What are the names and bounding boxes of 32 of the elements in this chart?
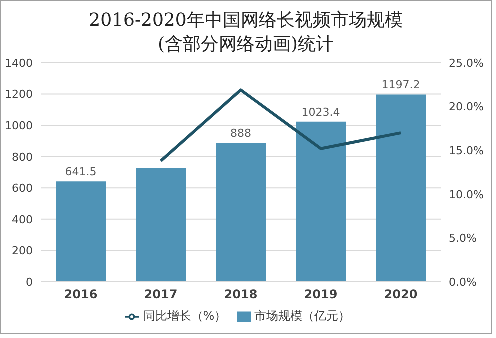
y-tick-label: 1200 bbox=[5, 88, 33, 102]
chart-title: 2016-2020年中国网络长视频市场规模 (含部分网络动画)统计 bbox=[88, 9, 404, 57]
y2-tick-label: 5.0% bbox=[449, 232, 477, 246]
y-tick-label: 0 bbox=[26, 276, 33, 289]
x-tick-label: 2020 bbox=[384, 288, 418, 302]
x-tick-label: 2017 bbox=[144, 288, 178, 302]
y-tick-label: 400 bbox=[12, 213, 33, 226]
data-label: 888 bbox=[230, 127, 252, 140]
data-label: 1023.4 bbox=[302, 106, 340, 119]
line-series bbox=[160, 88, 402, 163]
y-tick-label: 1400 bbox=[5, 56, 33, 70]
y-tick-label: 800 bbox=[12, 150, 33, 164]
y2-tick-label: 20.0% bbox=[449, 100, 484, 114]
x-tick-label: 2019 bbox=[304, 288, 338, 302]
legend-label: 同比增长（%） bbox=[143, 309, 227, 323]
legend-label: 市场规模（亿元） bbox=[254, 309, 351, 323]
bar bbox=[376, 94, 426, 282]
x-tick-label: 2018 bbox=[224, 288, 258, 302]
bar bbox=[216, 143, 266, 282]
bar bbox=[136, 168, 186, 282]
y-tick-label: 200 bbox=[12, 244, 33, 258]
y2-tick-label: 25.0% bbox=[449, 56, 484, 70]
y-tick-label: 1000 bbox=[5, 119, 33, 132]
data-label: 641.5 bbox=[65, 166, 97, 179]
y2-tick-label: 0.0% bbox=[449, 276, 477, 289]
y-tick-label: 600 bbox=[12, 182, 33, 196]
x-tick-label: 2016 bbox=[64, 288, 98, 302]
bar bbox=[296, 122, 346, 282]
y2-tick-label: 10.0% bbox=[449, 188, 484, 202]
bar bbox=[56, 182, 106, 282]
data-label: 1197.2 bbox=[382, 78, 420, 92]
y2-tick-label: 15.0% bbox=[449, 144, 484, 158]
